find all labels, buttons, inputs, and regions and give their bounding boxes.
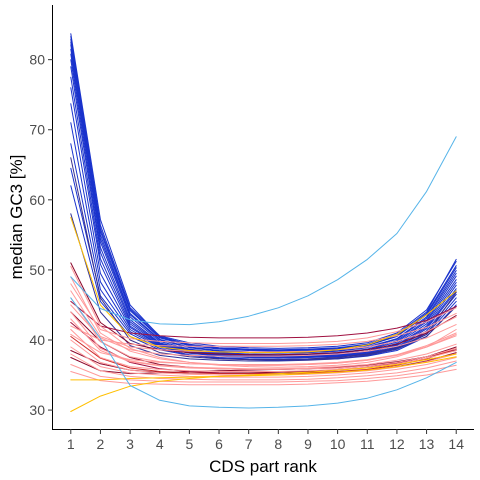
y-tick-label: 80: [29, 52, 45, 68]
series-line-37: [70, 353, 457, 381]
series-line-3: [70, 38, 457, 351]
series-line-29: [70, 290, 457, 353]
y-axis-title: median GC3 [%]: [7, 155, 26, 280]
plot-lines: [70, 33, 457, 412]
series-line-34: [70, 329, 457, 372]
x-tick-label: 14: [448, 436, 464, 452]
series-line-31: [70, 304, 457, 357]
x-tick-label: 11: [360, 436, 375, 452]
series-line-45: [70, 297, 457, 409]
series-line-38: [70, 364, 457, 383]
x-tick-label: 10: [330, 436, 346, 452]
series-line-2: [70, 36, 457, 349]
x-tick-label: 13: [419, 436, 435, 452]
series-line-44: [70, 356, 457, 381]
x-tick-label: 12: [389, 436, 405, 452]
x-tick-label: 5: [185, 436, 193, 452]
series-line-17: [70, 157, 457, 361]
series-line-43: [70, 353, 457, 412]
series-line-40: [70, 312, 457, 347]
y-tick-label: 40: [29, 332, 45, 348]
series-line-32: [70, 311, 457, 370]
y-axis-ticks: 30 40 50 60 70 80: [29, 52, 53, 418]
series-line-41: [70, 333, 457, 365]
x-tick-label: 6: [215, 436, 223, 452]
series-line-39: [70, 368, 457, 386]
series-line-36: [70, 346, 457, 378]
x-axis-title: CDS part rank: [209, 457, 317, 476]
x-tick-label: 1: [67, 436, 75, 452]
series-line-18: [70, 213, 457, 362]
series-line-25: [70, 336, 457, 375]
x-tick-label: 8: [274, 436, 282, 452]
series-line-23: [70, 300, 457, 339]
series-line-33: [70, 318, 457, 370]
x-tick-label: 2: [97, 436, 105, 452]
y-tick-label: 50: [29, 262, 45, 278]
series-line-42: [70, 216, 457, 354]
series-line-28: [70, 283, 457, 344]
x-axis-ticks: 1 2 3 4 5 6 7 8 9 10 11 12 13 14: [67, 429, 464, 452]
y-tick-label: 60: [29, 192, 45, 208]
x-tick-label: 4: [156, 436, 164, 452]
y-tick-label: 30: [29, 402, 45, 418]
series-line-14: [70, 143, 457, 359]
x-tick-label: 3: [126, 436, 134, 452]
series-line-26: [70, 265, 457, 368]
x-tick-label: 9: [304, 436, 312, 452]
y-tick-label: 70: [29, 122, 45, 138]
series-line-4: [70, 41, 457, 352]
series-line-46: [70, 136, 457, 326]
x-tick-label: 7: [245, 436, 253, 452]
